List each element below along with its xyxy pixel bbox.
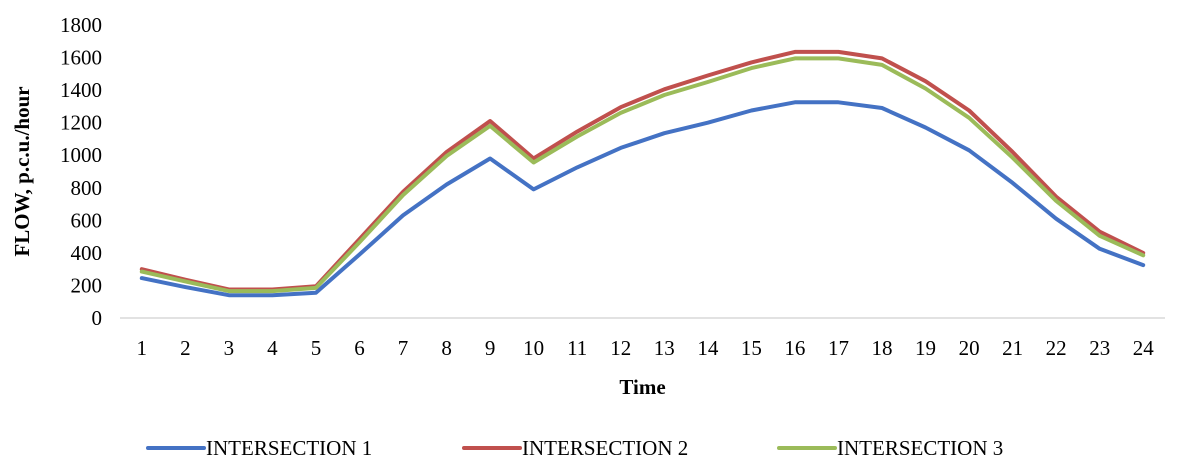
x-tick-label: 17 xyxy=(828,336,849,360)
x-tick-label: 24 xyxy=(1133,336,1155,360)
y-tick-label: 600 xyxy=(71,208,103,232)
x-tick-label: 19 xyxy=(915,336,936,360)
x-tick-label: 4 xyxy=(267,336,278,360)
x-axis-tick-labels: 1 2 3 4 5 6 7 8 9 10 11 12 13 14 15 16 17 18 19 20 21 22 23 24 xyxy=(137,336,1155,360)
y-tick-label: 1200 xyxy=(60,111,102,135)
x-tick-label: 9 xyxy=(485,336,496,360)
y-tick-label: 1000 xyxy=(60,143,102,167)
y-axis-title: FLOW, p.c.u./hour xyxy=(10,86,34,256)
x-tick-label: 6 xyxy=(354,336,365,360)
y-tick-label: 800 xyxy=(71,176,103,200)
x-tick-label: 16 xyxy=(784,336,805,360)
legend-item-2: INTERSECTION 2 xyxy=(462,436,688,460)
x-axis-title: Time xyxy=(619,375,665,399)
legend-item-3: INTERSECTION 3 xyxy=(777,436,1003,460)
series-line-3 xyxy=(139,56,1146,294)
series-line-1 xyxy=(139,100,1146,298)
legend-label: INTERSECTION 1 xyxy=(206,436,372,460)
x-tick-label: 5 xyxy=(311,336,322,360)
y-tick-label: 200 xyxy=(71,273,103,297)
x-tick-label: 11 xyxy=(567,336,587,360)
y-tick-label: 400 xyxy=(71,241,103,265)
series-lines xyxy=(139,49,1146,298)
x-tick-label: 23 xyxy=(1089,336,1110,360)
x-tick-label: 13 xyxy=(654,336,675,360)
x-tick-label: 7 xyxy=(398,336,409,360)
x-tick-label: 18 xyxy=(871,336,892,360)
x-tick-label: 15 xyxy=(741,336,762,360)
x-tick-label: 2 xyxy=(180,336,191,360)
y-axis-tick-labels: 0 200 400 600 800 1000 1200 1400 1600 1800 xyxy=(60,13,102,330)
legend-label: INTERSECTION 3 xyxy=(837,436,1003,460)
legend-item-1: INTERSECTION 1 xyxy=(146,436,372,460)
y-tick-label: 1600 xyxy=(60,46,102,70)
y-tick-label: 0 xyxy=(92,306,103,330)
x-tick-label: 8 xyxy=(441,336,452,360)
x-tick-label: 10 xyxy=(523,336,544,360)
x-tick-label: 3 xyxy=(224,336,235,360)
x-tick-label: 14 xyxy=(697,336,719,360)
x-tick-label: 22 xyxy=(1046,336,1067,360)
legend: INTERSECTION 1 INTERSECTION 2 INTERSECTION… xyxy=(146,436,1003,460)
y-tick-label: 1400 xyxy=(60,78,102,102)
y-tick-label: 1800 xyxy=(60,13,102,37)
x-tick-label: 20 xyxy=(959,336,980,360)
x-tick-label: 21 xyxy=(1002,336,1023,360)
legend-label: INTERSECTION 2 xyxy=(522,436,688,460)
x-tick-label: 12 xyxy=(610,336,631,360)
x-tick-label: 1 xyxy=(137,336,148,360)
